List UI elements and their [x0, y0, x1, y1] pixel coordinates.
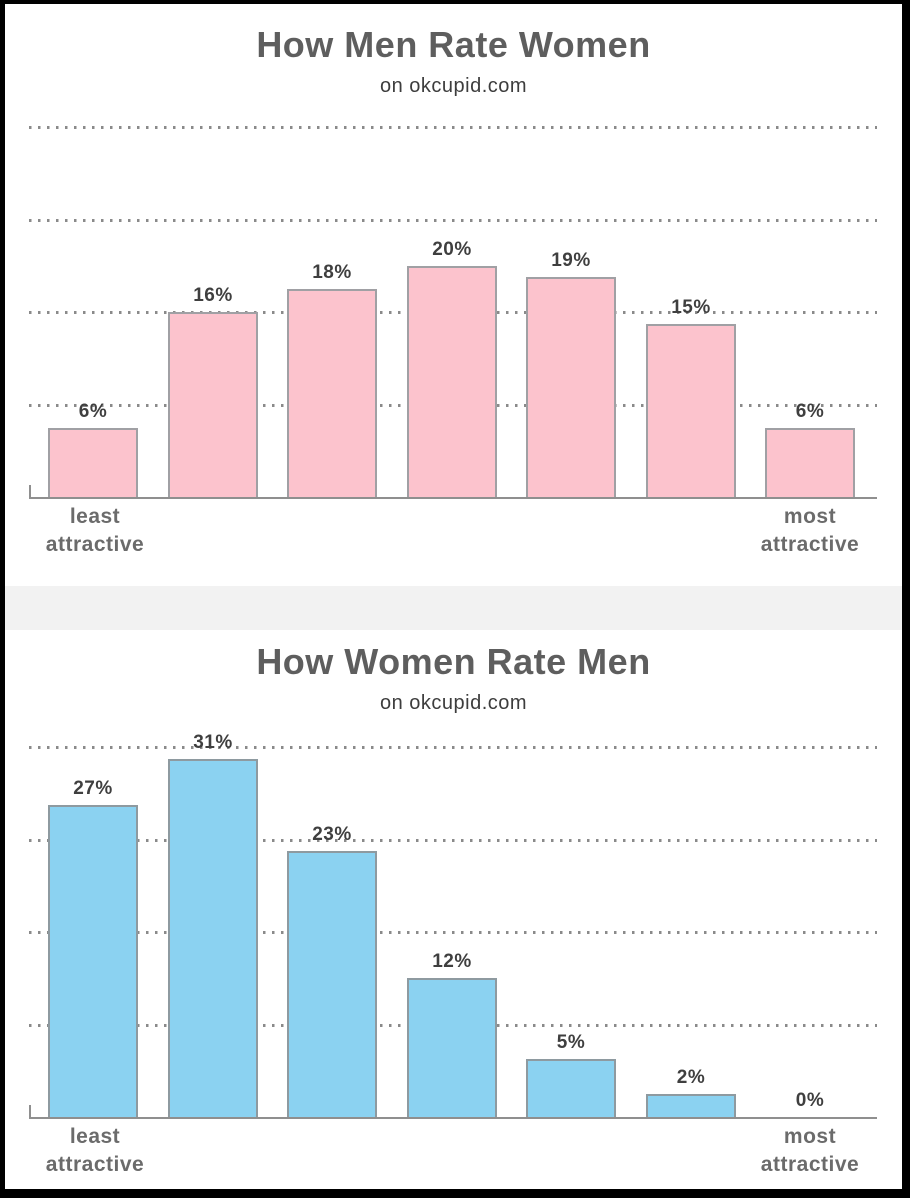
x-axis-line — [29, 497, 877, 499]
chart-subtitle: on okcupid.com — [379, 75, 528, 97]
gridline-32pct — [29, 746, 877, 750]
canvas: How Men Rate Women on okcupid.com least … — [5, 4, 902, 1189]
bar-value-label: 18% — [312, 262, 352, 283]
bar — [48, 428, 138, 497]
y-axis-tick — [29, 485, 31, 498]
bar-value-label: 27% — [73, 778, 113, 799]
x-axis-label-least-attractive: least attractive — [45, 505, 145, 556]
bar-value-label: 6% — [795, 401, 825, 422]
gridline-32pct — [29, 126, 877, 130]
bar — [48, 805, 138, 1117]
gridline-24pct — [29, 218, 877, 222]
bar — [168, 312, 258, 497]
bar-value-label: 20% — [432, 239, 472, 260]
section-divider — [5, 586, 902, 630]
x-axis-label-most-attractive: most attractive — [760, 1125, 860, 1176]
bar-value-label: 31% — [193, 732, 233, 753]
bar — [407, 978, 497, 1117]
bar-value-label: 2% — [676, 1067, 706, 1088]
chart-men-rate-women: How Men Rate Women on okcupid.com least … — [5, 4, 902, 1189]
bar-value-label: 5% — [556, 1032, 586, 1053]
bar — [407, 266, 497, 497]
bar-value-label: 16% — [193, 285, 233, 306]
bar-value-label: 19% — [551, 250, 591, 271]
gridline-16pct — [29, 931, 877, 935]
x-axis-label-least-attractive: least attractive — [45, 1125, 145, 1176]
bar-value-label: 23% — [312, 824, 352, 845]
bar-value-label: 15% — [671, 297, 711, 318]
x-axis-line — [29, 1117, 877, 1119]
bar — [765, 428, 855, 497]
bar — [646, 1094, 736, 1117]
bar-value-label: 0% — [795, 1090, 825, 1111]
bar-value-label: 12% — [432, 951, 472, 972]
bar — [287, 851, 377, 1117]
bar — [168, 759, 258, 1117]
chart-title: How Women Rate Men — [256, 641, 651, 682]
chart-women-rate-men: How Women Rate Men on okcupid.com least … — [5, 4, 902, 1189]
bar-value-label: 6% — [78, 401, 108, 422]
chart-subtitle: on okcupid.com — [379, 692, 528, 714]
y-axis-tick — [29, 1105, 31, 1118]
bar — [526, 277, 616, 497]
gridline-24pct — [29, 838, 877, 842]
chart-title: How Men Rate Women — [256, 24, 651, 65]
bar — [287, 289, 377, 497]
bar — [646, 324, 736, 497]
x-axis-label-most-attractive: most attractive — [760, 505, 860, 556]
bar — [526, 1059, 616, 1117]
